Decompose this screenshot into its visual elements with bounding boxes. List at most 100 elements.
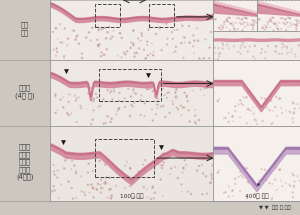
Point [167,172,172,176]
Point [53,95,58,98]
Point [74,99,78,102]
Point [153,32,158,36]
Point [215,100,220,103]
Point [187,41,192,45]
Point [230,22,234,26]
Point [53,94,58,97]
Point [290,121,295,124]
Point [205,192,209,195]
Point [125,50,130,53]
Point [279,52,284,56]
Point [264,106,269,109]
Point [98,183,103,187]
Point [173,96,178,99]
Point [256,179,261,182]
Point [246,108,251,111]
Point [292,107,297,110]
Point [152,197,156,200]
Point [106,196,110,199]
Point [158,105,163,108]
Point [241,167,246,170]
Point [223,116,228,120]
Point [155,162,160,165]
Point [128,184,133,188]
Point [99,55,103,58]
Point [291,101,296,105]
Point [96,105,101,109]
Point [129,103,134,107]
Point [297,106,300,110]
Point [87,191,92,194]
Point [285,45,290,49]
Point [176,107,180,111]
Point [108,187,113,190]
Point [107,176,112,180]
Point [132,181,136,184]
Point [273,50,278,53]
Point [138,196,143,199]
Point [144,99,149,103]
Point [245,23,250,27]
Point [195,27,200,30]
Point [221,43,226,47]
Point [297,179,300,182]
Point [228,22,233,25]
Point [216,46,221,50]
Point [99,28,104,31]
Point [176,176,180,180]
Point [270,109,275,112]
Point [110,194,114,197]
Point [253,19,258,23]
Point [73,94,77,97]
Point [225,43,230,47]
Point [105,31,110,34]
Point [268,171,273,174]
Point [217,169,222,172]
Point [236,103,241,106]
Point [217,97,222,101]
Point [274,166,278,169]
Point [52,170,56,173]
Point [291,22,296,26]
Point [144,57,148,60]
Bar [99,69,161,101]
Point [163,115,168,119]
Point [218,24,223,27]
Point [225,19,230,23]
Point [88,39,93,42]
Point [222,23,226,26]
Point [90,169,95,173]
Point [228,22,233,25]
Point [237,21,242,25]
Point [112,88,116,91]
Point [209,174,214,178]
Point [94,188,99,191]
Point [96,43,101,47]
Point [182,158,187,162]
Point [99,186,103,190]
Point [156,97,161,101]
Point [103,26,107,29]
Point [133,92,138,95]
Point [103,180,108,184]
Point [170,99,175,103]
Point [223,190,228,194]
Point [191,45,196,48]
Point [123,186,128,190]
Point [100,27,105,31]
Point [139,32,144,35]
Point [286,16,290,19]
Point [62,54,67,58]
Point [60,41,65,44]
Point [53,111,58,115]
Point [51,48,56,52]
Point [136,37,141,40]
Point [174,88,179,91]
Point [238,44,243,48]
Point [257,17,262,20]
Point [109,195,114,198]
Point [277,21,282,25]
Point [296,43,300,47]
Point [286,25,291,28]
Point [80,56,84,60]
